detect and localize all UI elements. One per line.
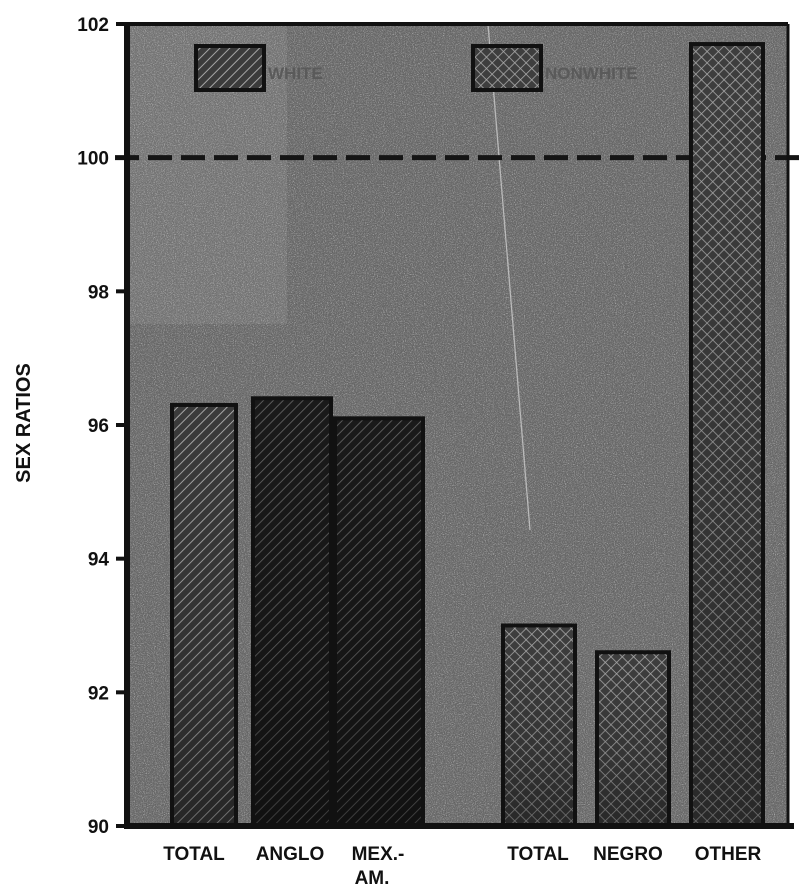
bars: [170, 42, 765, 829]
bar-shading: [337, 420, 421, 824]
bar-shading: [174, 406, 234, 824]
y-tick-label-94: 94: [88, 550, 110, 571]
legend-swatch-white: [194, 44, 266, 92]
y-axis-ticks: 90 92 94 96 98 100 102: [77, 15, 127, 838]
x-category-label-1: TOTAL: [163, 844, 225, 865]
x-label-line2: AM.: [355, 868, 390, 888]
bar-shading: [255, 400, 329, 824]
y-tick-label-96: 96: [88, 416, 109, 437]
x-category-label-4: TOTAL: [507, 844, 569, 865]
scan-scratch: [487, 23, 531, 531]
bar-white-anglo: [251, 396, 333, 828]
bar-white-total: [170, 402, 238, 828]
bar-nonwhite-other: [689, 42, 765, 829]
x-label-line1: NEGRO: [593, 844, 663, 865]
x-category-label-3: MEX.- AM.: [352, 844, 405, 888]
x-label-line1: ANGLO: [256, 844, 325, 865]
x-category-label-2: ANGLO: [256, 844, 325, 865]
bar-nonwhite-negro: [595, 650, 671, 828]
x-label-line1: OTHER: [695, 844, 762, 865]
bar-white-mexam: [333, 416, 425, 828]
y-tick-label-102: 102: [77, 15, 109, 36]
x-label-line1: TOTAL: [507, 844, 569, 865]
legend-item-nonwhite: NONWHITE: [471, 44, 638, 92]
legend-item-white: WHITE: [194, 44, 323, 92]
y-axis-title: SEX RATIOS: [13, 363, 35, 483]
x-category-label-6: OTHER: [695, 844, 762, 865]
x-label-line1: TOTAL: [163, 844, 225, 865]
y-tick-label-90: 90: [88, 817, 109, 838]
legend-swatch-nonwhite: [471, 44, 543, 92]
x-category-label-5: NEGRO: [593, 844, 663, 865]
y-tick-label-100: 100: [77, 149, 109, 170]
bar-shading: [693, 46, 761, 825]
bar-shading: [599, 654, 667, 824]
bar-nonwhite-total: [501, 623, 577, 828]
legend-label-nonwhite: NONWHITE: [545, 64, 638, 83]
legend-label-white: WHITE: [268, 64, 323, 83]
bar-shading: [505, 627, 573, 824]
legend: WHITE NONWHITE: [194, 44, 638, 92]
y-tick-label-92: 92: [88, 683, 109, 704]
x-axis-labels: TOTAL ANGLO MEX.- AM. TOTAL NEGRO OTHER: [163, 844, 761, 888]
x-label-line1: MEX.-: [352, 844, 405, 865]
y-tick-label-98: 98: [88, 282, 109, 303]
